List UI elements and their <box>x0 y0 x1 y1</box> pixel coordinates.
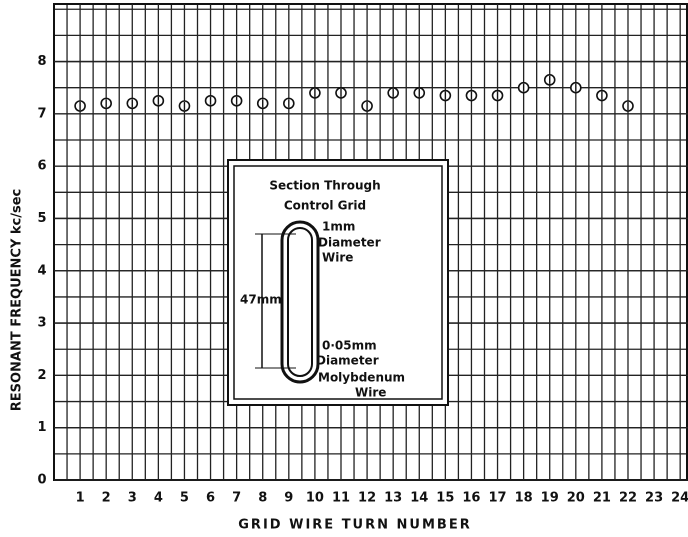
x-tick-label: 11 <box>332 491 350 506</box>
point <box>126 97 139 110</box>
x-tick-label: 8 <box>258 491 267 506</box>
x-tick-label: 9 <box>284 491 293 506</box>
x-tick-label: 7 <box>232 491 241 506</box>
point <box>256 97 269 110</box>
point <box>361 100 373 112</box>
x-tick-label: 20 <box>567 491 585 506</box>
x-tick-label: 23 <box>645 491 663 506</box>
y-tick-label: 3 <box>37 316 46 331</box>
x-tick-label: 3 <box>128 491 137 506</box>
wire-loop <box>280 220 320 384</box>
y-tick-label: 5 <box>37 211 46 226</box>
x-tick-label: 19 <box>541 491 559 506</box>
point <box>596 89 608 102</box>
annotation: 0·05mm <box>322 339 377 353</box>
point <box>387 87 399 99</box>
y-tick-label: 1 <box>37 420 46 435</box>
y-axis-label: RESONANT FREQUENCY kc/sec <box>10 189 25 412</box>
y-tick-label: 6 <box>37 159 46 174</box>
x-tick-label: 5 <box>180 491 189 506</box>
annotation: Diameter <box>316 354 379 368</box>
y-tick-label: 0 <box>37 473 46 488</box>
inset-box <box>227 159 449 406</box>
x-tick-label: 22 <box>619 491 637 506</box>
point <box>491 89 504 102</box>
x-tick-label: 14 <box>410 491 428 506</box>
y-tick-label: 4 <box>37 263 46 278</box>
point <box>152 94 165 107</box>
y-tick-label: 8 <box>37 54 46 69</box>
point <box>74 100 86 112</box>
point <box>622 100 634 112</box>
y-tick-label: 2 <box>37 368 46 383</box>
point <box>465 89 478 102</box>
x-tick-label: 21 <box>593 491 611 506</box>
annotation: Diameter <box>318 236 381 250</box>
annotation: Molybdenum <box>318 371 405 385</box>
x-tick-label: 17 <box>488 491 506 506</box>
point <box>570 81 582 94</box>
point <box>100 97 112 110</box>
x-tick-label: 18 <box>515 491 533 506</box>
annotation: 47mm <box>240 293 282 307</box>
wire-loop-inner <box>287 227 313 377</box>
point <box>178 100 191 112</box>
point <box>283 97 295 110</box>
point <box>439 89 452 102</box>
x-tick-label: 24 <box>671 491 688 506</box>
point <box>335 87 347 99</box>
point <box>204 94 217 107</box>
x-tick-label: 13 <box>384 491 402 506</box>
x-tick-label: 15 <box>436 491 454 506</box>
x-tick-label: 2 <box>102 491 111 506</box>
x-tick-label: 1 <box>76 491 85 506</box>
x-tick-label: 10 <box>306 491 324 506</box>
annotation: Wire <box>322 251 353 265</box>
x-tick-label: 6 <box>206 491 215 506</box>
x-tick-label: 12 <box>358 491 376 506</box>
point <box>413 87 426 99</box>
point <box>230 94 243 107</box>
annotation: 1mm <box>322 220 355 234</box>
x-tick-label: 16 <box>462 491 480 506</box>
x-tick-label: 4 <box>154 491 163 506</box>
annotation: Wire <box>355 386 386 400</box>
annotation: Section Through <box>269 179 380 193</box>
annotation: Control Grid <box>284 199 366 213</box>
y-tick-label: 7 <box>37 106 46 121</box>
point <box>543 74 556 86</box>
x-axis-label: GRID WIRE TURN NUMBER <box>238 518 471 533</box>
inset-box-inner <box>233 165 443 400</box>
point <box>309 87 321 99</box>
point <box>517 81 530 94</box>
